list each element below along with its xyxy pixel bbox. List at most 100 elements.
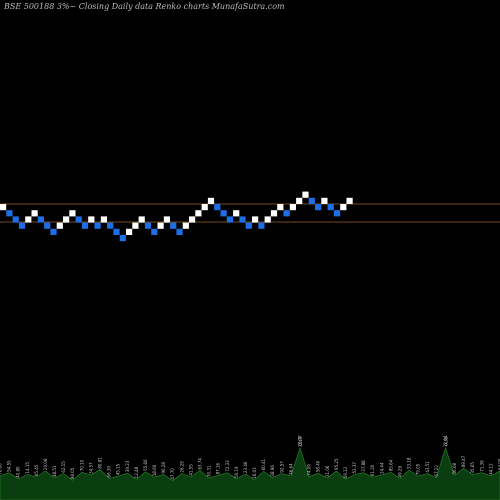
down-brick [176, 228, 183, 235]
volume-label: 48.51 [52, 465, 57, 477]
volume-label: 61.20 [370, 464, 375, 476]
up-brick [302, 191, 309, 198]
down-brick [214, 204, 221, 211]
down-brick [37, 216, 44, 223]
volume-label: 98.05 [70, 467, 75, 479]
volume-label: 55.66 [143, 459, 148, 471]
volume-label: 76.60 [0, 463, 3, 475]
down-brick [50, 228, 57, 235]
up-brick [207, 197, 215, 204]
volume-label: 54.55 [7, 460, 12, 472]
volume-label: 60.41 [261, 458, 266, 470]
up-brick [63, 216, 70, 223]
up-brick [233, 210, 240, 217]
chart-title: BSE 500188 3%~ Closing Daily data Renko … [3, 2, 285, 11]
volume-label: 65.45 [34, 464, 39, 476]
volume-label: 39.23 [125, 460, 130, 472]
volume-label: 62.15 [61, 461, 66, 473]
down-brick [239, 216, 246, 223]
volume-label: 24.44 [379, 462, 384, 474]
down-brick [81, 222, 89, 229]
volume-label: 26.29 [179, 461, 184, 473]
volume-label: 72.33 [225, 460, 230, 472]
up-brick [346, 197, 353, 204]
up-brick [126, 228, 133, 235]
up-brick [56, 222, 63, 229]
down-brick [119, 235, 126, 242]
volume-label: 74.09 [307, 464, 312, 476]
up-brick [340, 204, 347, 211]
volume-label: 18.60 [152, 464, 157, 476]
up-brick [270, 210, 278, 217]
volume-label: 85.64 [388, 459, 393, 471]
volume-label: 44.12 [488, 463, 493, 475]
up-brick [296, 197, 303, 204]
volume-label: 45.15 [116, 463, 121, 475]
volume-label: 69.12 [343, 466, 348, 478]
volume-label: 58.40 [316, 460, 321, 472]
up-brick [289, 204, 296, 211]
down-brick [107, 222, 114, 229]
down-brick [18, 222, 26, 229]
up-brick [69, 210, 76, 217]
volume-label: 89.47 [461, 455, 466, 467]
up-brick [321, 197, 328, 204]
down-brick [333, 210, 341, 217]
up-brick [201, 204, 208, 211]
down-brick [327, 204, 334, 211]
volume-label: 71.39 [479, 460, 484, 472]
volume-peak-label: 0.35 [443, 436, 448, 445]
down-brick [12, 216, 19, 223]
volume-label: 38.96 [270, 465, 275, 477]
up-brick [157, 222, 164, 229]
down-brick [75, 216, 82, 223]
down-brick [258, 222, 265, 229]
volume-label: 87.16 [216, 462, 221, 474]
up-brick [132, 222, 139, 229]
volume-label: 28.77 [298, 435, 303, 447]
volume-label: 23.46 [243, 461, 248, 473]
down-brick [144, 222, 152, 229]
volume-label: 33.18 [407, 457, 412, 469]
volume-labels: 76.60 54.55 40.80 14.15 65.45 20.08 48.51 62.15… [0, 435, 500, 480]
volume-label: 95.25 [334, 458, 339, 470]
volume-label: 16.03 [252, 467, 257, 479]
up-brick [182, 222, 189, 229]
up-brick [25, 216, 32, 223]
renko-bricks [0, 191, 353, 242]
down-brick [113, 228, 120, 235]
up-brick [252, 216, 259, 223]
volume-peak-label: 0.49 [298, 436, 303, 445]
guide-lines [0, 203, 500, 223]
volume-label: 30.31 [207, 465, 212, 477]
up-brick [100, 216, 107, 223]
up-brick [138, 216, 145, 223]
volume-label: 90.28 [161, 462, 166, 474]
down-brick [308, 197, 315, 204]
volume-label: 46.64 [288, 463, 293, 475]
volume-label: 70.10 [79, 459, 84, 471]
up-brick [163, 216, 170, 223]
volume-path [0, 446, 500, 500]
volume-label: 67.22 [434, 465, 439, 477]
volume-label: 80.81 [98, 457, 103, 469]
volume-label: 37.88 [361, 460, 366, 472]
up-brick [88, 216, 95, 223]
volume-label: 63.74 [198, 458, 203, 470]
down-brick [44, 222, 51, 229]
down-brick [245, 222, 252, 229]
up-brick [195, 210, 202, 217]
volume-label: 40.80 [16, 466, 21, 478]
down-brick [283, 210, 290, 217]
up-brick [31, 210, 38, 217]
down-brick [151, 228, 158, 235]
volume-label: 79.05 [416, 463, 421, 475]
down-brick [170, 222, 177, 229]
volume-label: 47.70 [170, 468, 175, 480]
down-brick [6, 210, 13, 217]
volume-label: 50.19 [234, 466, 239, 478]
up-brick [0, 204, 7, 211]
volume-label: 66.30 [107, 466, 112, 478]
volume-label: 53.37 [352, 462, 357, 474]
